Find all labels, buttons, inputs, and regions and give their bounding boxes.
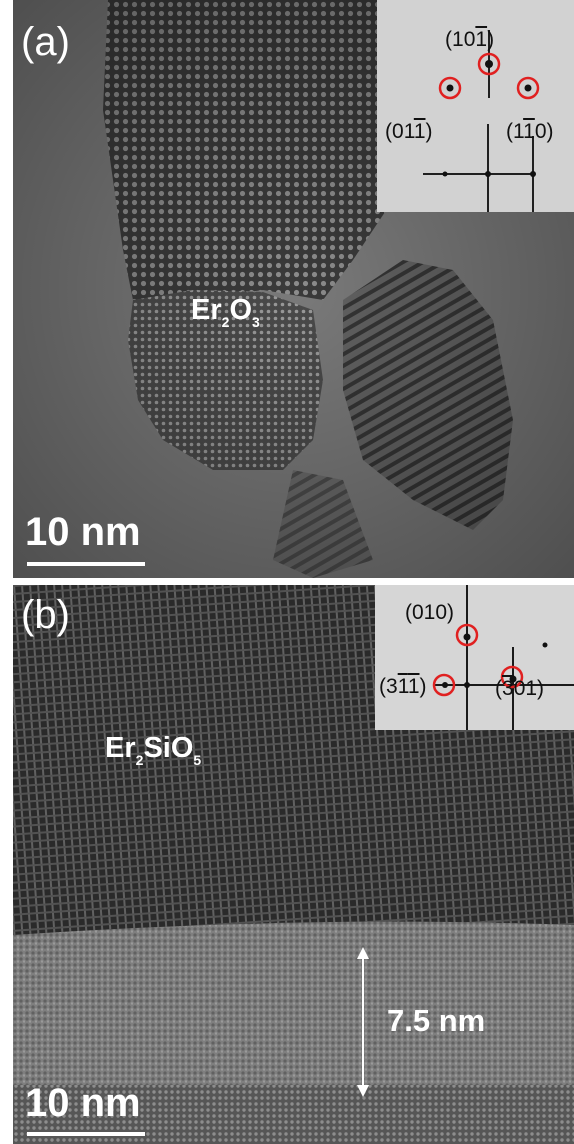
scale-bar-b <box>27 1132 145 1136</box>
fft-pattern-b <box>375 585 574 730</box>
material-o-text: O <box>229 294 252 326</box>
thickness-label: 7.5 nm <box>387 1003 486 1038</box>
fft-index-11bar0: (110) <box>506 120 554 143</box>
material-er-text: Er <box>191 294 222 326</box>
highlight-circles-a <box>438 52 540 100</box>
panel-label-b: (b) <box>21 593 70 637</box>
fft-index-3bar1bar1bar: (311) <box>379 675 427 698</box>
scale-bar-label-a: 10 nm <box>25 510 141 554</box>
material-sio-text: SiO <box>143 732 194 764</box>
fft-inset-b: (010) (311) (301) <box>375 585 574 730</box>
highlight-circles-b <box>432 623 524 697</box>
thickness-arrow <box>357 947 369 1097</box>
fft-index-101bar: (101) <box>445 28 495 51</box>
fft-pattern-a <box>377 0 574 212</box>
material-subscript-3: 3 <box>252 314 260 330</box>
material-subscript-2: 2 <box>221 314 230 330</box>
scale-bar-a <box>27 562 145 566</box>
panel-a-tem-image: (a) Er2O3 10 nm (101) (011) <box>13 0 574 578</box>
material-er-text: Er <box>105 732 136 764</box>
fft-index-011bar: (011) <box>385 120 433 143</box>
fft-inset-a: (101) (011) (110) <box>377 0 574 212</box>
material-label-er2sio5: Er2SiO5 <box>105 732 202 768</box>
fft-index-3bar01: (301) <box>495 677 545 700</box>
material-subscript-2: 2 <box>135 752 144 768</box>
material-subscript-5: 5 <box>193 752 202 768</box>
scale-bar-label-b: 10 nm <box>25 1081 141 1125</box>
material-label-er2o3: Er2O3 <box>191 294 260 330</box>
panel-b-tem-image: (b) Er2SiO5 7.5 nm 10 nm (010) <box>13 585 574 1144</box>
panel-label-a: (a) <box>21 20 70 64</box>
fft-index-010: (010) <box>405 601 455 624</box>
